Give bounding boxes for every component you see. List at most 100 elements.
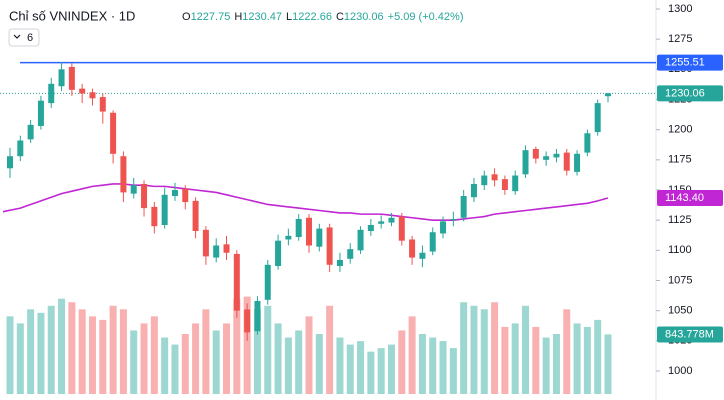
candle-body bbox=[429, 232, 436, 252]
volume-bar bbox=[460, 302, 468, 394]
volume-bar bbox=[449, 348, 457, 394]
candle-body bbox=[7, 156, 13, 169]
candle-body bbox=[398, 216, 405, 241]
candle-body bbox=[553, 153, 560, 158]
volume-bar bbox=[480, 309, 488, 394]
candle-body bbox=[409, 239, 416, 258]
level-badge: 1255.51 bbox=[665, 57, 705, 69]
volume-bar bbox=[58, 298, 66, 394]
volume-bar bbox=[295, 330, 303, 394]
chart-title: Chỉ số VNINDEX · 1D bbox=[9, 8, 135, 23]
candle-body bbox=[213, 245, 220, 258]
candle-body bbox=[275, 240, 282, 267]
candle-body bbox=[295, 218, 302, 238]
volume-bar bbox=[68, 302, 76, 394]
candle-body bbox=[141, 183, 148, 209]
volume-bar bbox=[346, 344, 354, 394]
candle-body bbox=[285, 235, 292, 240]
candle-body bbox=[17, 140, 24, 157]
candle-body bbox=[264, 264, 271, 300]
ohlc-value: 1222.66 bbox=[292, 11, 332, 23]
volume-bar bbox=[408, 316, 416, 394]
y-tick-label: 1050 bbox=[668, 305, 692, 317]
candle-body bbox=[419, 252, 426, 259]
volume-bar bbox=[233, 298, 241, 394]
ohlc-label: O bbox=[182, 11, 191, 23]
y-tick-label: 1300 bbox=[668, 3, 692, 15]
volume-bar bbox=[243, 296, 251, 394]
volume-bar bbox=[140, 323, 148, 394]
volume-bar bbox=[284, 337, 292, 394]
volume-bar bbox=[604, 334, 612, 394]
candle-body bbox=[450, 218, 457, 221]
volume-bar bbox=[418, 334, 426, 394]
indicator-toggle[interactable] bbox=[8, 28, 40, 47]
candle-body bbox=[161, 194, 168, 225]
volume-bar bbox=[429, 337, 437, 394]
volume-bar bbox=[192, 323, 200, 394]
volume-bar bbox=[594, 319, 602, 394]
candle-body bbox=[120, 156, 127, 193]
candle-body bbox=[37, 100, 44, 127]
ohlc-label: L bbox=[286, 11, 292, 23]
volume-bar bbox=[532, 326, 540, 394]
volume-bar bbox=[274, 323, 282, 394]
volume-bar bbox=[398, 330, 406, 394]
volume-bar bbox=[202, 309, 210, 394]
candle-body bbox=[584, 133, 591, 153]
ohlc-label: C bbox=[336, 11, 344, 23]
volume-bar bbox=[387, 344, 395, 394]
candle-body bbox=[316, 228, 323, 247]
volume-bar bbox=[161, 337, 169, 394]
ma-line bbox=[2, 183, 609, 221]
chevron-icon bbox=[13, 34, 21, 39]
ma-badge-bg bbox=[657, 189, 723, 206]
volume-bar bbox=[130, 330, 138, 394]
candle-body bbox=[532, 148, 539, 159]
candle-body bbox=[501, 179, 508, 190]
volume-bar bbox=[326, 305, 334, 394]
volume-bar bbox=[212, 330, 220, 394]
volume-bar bbox=[181, 334, 189, 394]
ohlc-value: 1230.06 bbox=[344, 11, 384, 23]
candle-body bbox=[27, 124, 34, 140]
candle-body bbox=[254, 301, 261, 332]
change-text: +5.09 (+0.42%) bbox=[388, 11, 464, 23]
volume-bar bbox=[305, 316, 313, 394]
candle-body bbox=[574, 153, 581, 172]
volume-bar bbox=[264, 305, 272, 394]
volume-bar bbox=[491, 302, 499, 394]
last-price-badge: 1230.06 bbox=[665, 87, 705, 99]
indicator-param: 6 bbox=[27, 32, 33, 44]
volume-bar bbox=[78, 309, 86, 394]
candle-body bbox=[110, 112, 117, 154]
candle-body bbox=[192, 200, 199, 232]
candle-body bbox=[563, 152, 570, 171]
candle-body bbox=[244, 309, 251, 333]
volume-bar bbox=[439, 341, 447, 394]
candle-body bbox=[233, 253, 240, 311]
volume-bar bbox=[150, 316, 158, 394]
candle-body bbox=[79, 88, 86, 94]
candle-body bbox=[440, 221, 447, 234]
candle-body bbox=[347, 249, 354, 259]
candle-body bbox=[491, 174, 498, 181]
volume-bar bbox=[357, 341, 365, 394]
candle-body bbox=[388, 217, 395, 223]
volume-bar bbox=[253, 309, 261, 394]
level-badge-bg bbox=[657, 54, 723, 71]
volume-bar bbox=[377, 348, 385, 394]
volume-bar bbox=[47, 305, 55, 394]
candle-body bbox=[470, 183, 477, 198]
ohlc-label: H bbox=[234, 11, 242, 23]
volume-badge: 843.778M bbox=[665, 328, 714, 340]
y-tick-label: 1200 bbox=[668, 124, 692, 136]
ohlc-value: 1230.47 bbox=[242, 11, 282, 23]
y-tick-label: 1175 bbox=[668, 154, 692, 166]
candle-body bbox=[223, 244, 230, 253]
volume-bar bbox=[27, 309, 35, 394]
candle-body bbox=[202, 229, 209, 257]
